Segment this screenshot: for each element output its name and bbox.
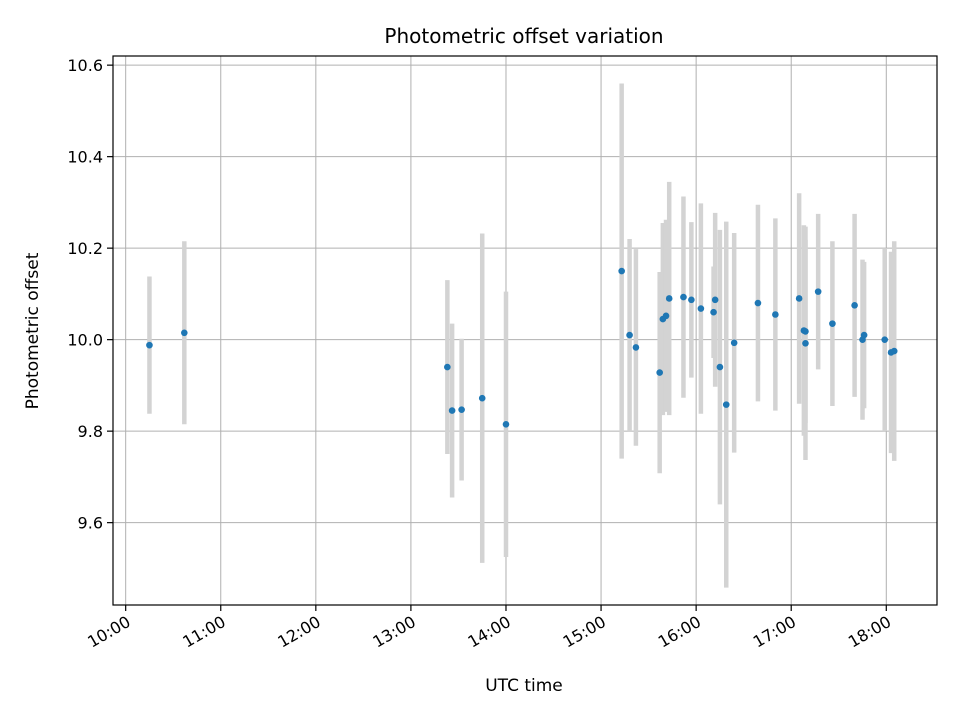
data-point bbox=[772, 311, 779, 318]
data-point bbox=[730, 339, 738, 347]
data-point bbox=[688, 296, 695, 304]
x-axis-ticks: 10:00 11:00 12:00 13:00 14:00 15:00 16:00 17:00… bbox=[84, 605, 894, 652]
grid bbox=[113, 56, 937, 605]
y-tick-label: 10.2 bbox=[67, 239, 103, 258]
x-tick-label: 12:00 bbox=[274, 612, 323, 652]
data-point bbox=[814, 288, 822, 295]
plot-frame bbox=[112, 55, 938, 606]
y-axis-label: Photometric offset bbox=[23, 252, 43, 409]
y-axis-ticks: 9.6 9.8 10.0 10.2 10.4 10.6 bbox=[67, 56, 113, 533]
data-point bbox=[146, 341, 153, 349]
y-tick-label: 10.4 bbox=[67, 148, 103, 167]
data-point bbox=[502, 420, 510, 428]
data-point bbox=[665, 295, 673, 302]
data-points bbox=[146, 267, 898, 428]
data-point bbox=[802, 340, 809, 347]
data-point bbox=[860, 331, 868, 339]
data-point bbox=[722, 401, 730, 408]
x-tick-label: 15:00 bbox=[560, 612, 609, 652]
y-tick-label: 9.6 bbox=[78, 514, 103, 533]
x-tick-label: 16:00 bbox=[655, 612, 704, 652]
data-point bbox=[680, 293, 687, 301]
data-point bbox=[795, 295, 803, 302]
x-axis-label: UTC time bbox=[485, 676, 563, 696]
data-point bbox=[890, 347, 898, 355]
data-point bbox=[656, 369, 663, 376]
y-tick-label: 10.6 bbox=[67, 56, 103, 75]
data-point bbox=[458, 406, 465, 413]
x-tick-label: 17:00 bbox=[750, 612, 799, 652]
data-point bbox=[618, 267, 625, 275]
data-point bbox=[444, 363, 451, 371]
data-point bbox=[881, 336, 889, 343]
x-tick-label: 11:00 bbox=[179, 612, 228, 652]
y-tick-label: 9.8 bbox=[78, 422, 103, 441]
data-point bbox=[662, 312, 670, 320]
data-point bbox=[710, 308, 717, 316]
data-point bbox=[802, 328, 809, 335]
x-tick-label: 14:00 bbox=[465, 612, 514, 652]
data-point bbox=[697, 305, 705, 312]
y-tick-label: 10.0 bbox=[67, 331, 103, 350]
x-tick-label: 13:00 bbox=[369, 612, 418, 652]
error-bars bbox=[147, 83, 897, 588]
data-point bbox=[829, 320, 836, 327]
data-point bbox=[626, 331, 633, 339]
data-point bbox=[851, 302, 858, 309]
data-point bbox=[716, 363, 724, 371]
data-point bbox=[632, 344, 640, 351]
data-point bbox=[711, 296, 719, 304]
x-tick-label: 10:00 bbox=[84, 612, 133, 652]
data-point bbox=[478, 394, 486, 402]
x-tick-label: 18:00 bbox=[845, 612, 894, 652]
data-point bbox=[448, 407, 456, 414]
data-point bbox=[181, 329, 188, 337]
data-point bbox=[754, 299, 762, 307]
chart-title: Photometric offset variation bbox=[384, 24, 663, 48]
